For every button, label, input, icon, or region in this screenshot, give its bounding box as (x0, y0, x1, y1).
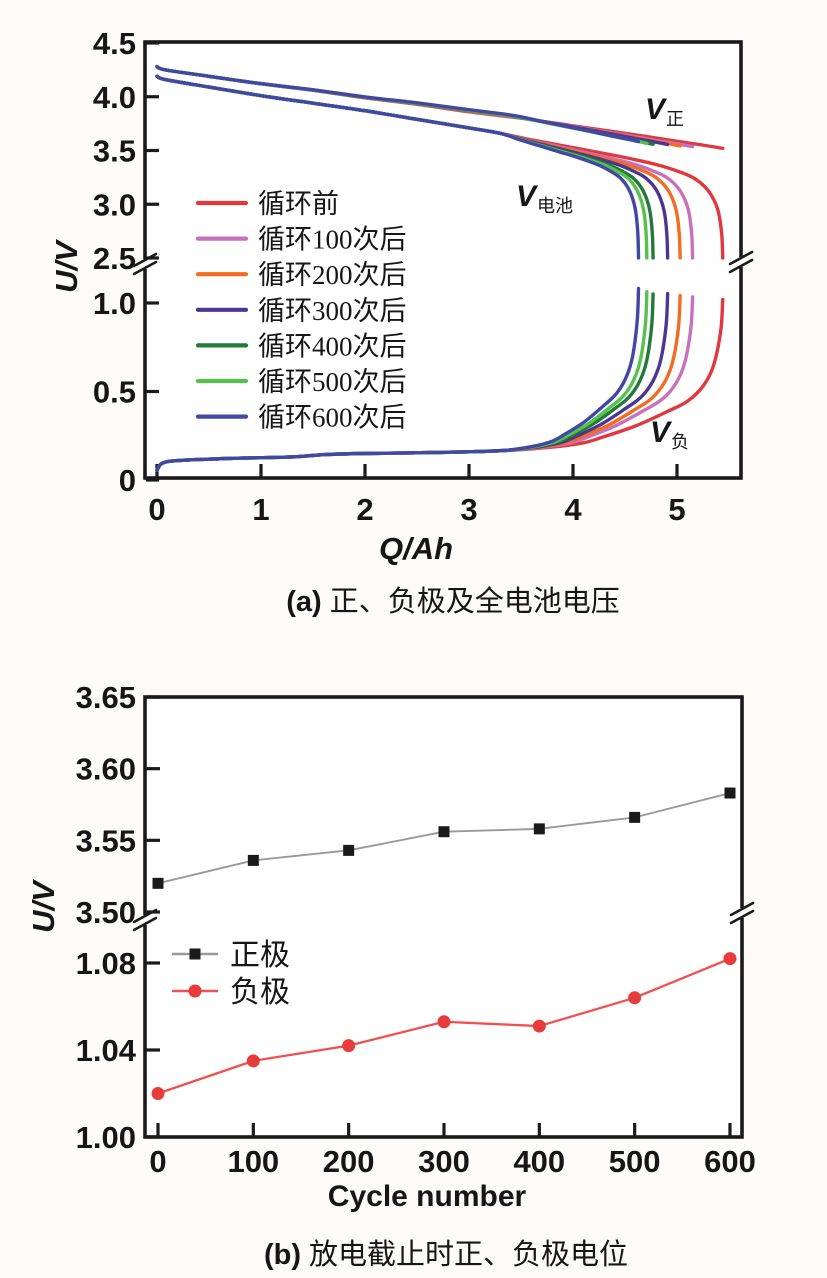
panel-a-x-tick-label: 1 (252, 492, 269, 527)
curve-v-bat-series-6 (155, 74, 641, 260)
panel-a-y-tick-label: 4.5 (93, 26, 136, 61)
panel-a-right-axis-break-slash-1 (728, 250, 754, 266)
marker-circle-1-0 (151, 1087, 165, 1100)
panel-b-left-axis-break-slash-1 (132, 908, 158, 924)
annotation-subscript: 负 (671, 432, 690, 452)
annotation-symbol: V (516, 180, 537, 213)
panel-a-left-axis-break-slash-0 (132, 260, 158, 276)
panel-b-caption-text: 放电截止时正、负极电位 (309, 1239, 629, 1271)
annotation-symbol: V (645, 93, 666, 126)
panel-a-x-tick-label: 2 (356, 492, 373, 527)
curve-v-neg-series-6 (155, 286, 641, 472)
panel-b-right-axis-break-gap (738, 908, 746, 918)
panel-b-y-axis-label: U/V (26, 881, 61, 933)
panel-a-y-tick-label: 4.0 (93, 80, 136, 115)
panel-a-annotation-0: V正 (645, 93, 685, 129)
panel-a-y-tick-label: 2.5 (93, 241, 136, 276)
marker-circle-1-5 (628, 991, 642, 1005)
panel-b-y-tick-label: 3.55 (76, 823, 136, 858)
panel-a-legend-label-1: 循环100次后 (258, 225, 407, 255)
marker-circle-1-6 (723, 952, 737, 966)
panel-a-x-tick-label: 0 (148, 492, 165, 527)
panel-a-legend-label-4: 循环400次后 (258, 331, 407, 361)
panel-b-y-tick-label: 1.08 (76, 946, 136, 981)
annotation-subscript: 正 (666, 109, 685, 129)
panel-a-annotation-2: V负 (650, 416, 690, 452)
annotation-symbol: V (650, 416, 671, 449)
panel-a-legend-label-5: 循环500次后 (258, 367, 407, 397)
panel-b-right-axis-break-slash-0 (729, 909, 755, 925)
panel-a-right-axis-break-gap (737, 257, 745, 267)
panel-a-x-tick-label: 3 (460, 492, 477, 527)
panel-b-caption: (b) 放电截止时正、负极电位 (264, 1231, 628, 1273)
marker-square-legend-0 (189, 948, 201, 960)
panel-a-x-tick-label: 5 (668, 492, 685, 527)
curve-v-pos-series-6 (155, 64, 641, 144)
panel-a-legend-label-0: 循环前 (258, 189, 339, 219)
panel-b-right-axis-break-slash-1 (729, 901, 755, 917)
panel-b-y-tick-label: 3.50 (76, 895, 136, 930)
panel-a-caption-text: 正、负极及全电池电压 (329, 586, 620, 618)
marker-square-0-4 (533, 823, 545, 835)
panel-b-y-tick-label: 3.60 (76, 752, 136, 787)
panel-b-left-axis-break-gap (141, 915, 149, 925)
panel-b-x-tick-label: 600 (704, 1144, 756, 1179)
panel-a-y-tick-label: 0.5 (93, 375, 136, 410)
panel-a-left-axis-break-slash-1 (132, 252, 158, 268)
marker-square-0-0 (152, 877, 164, 889)
panel-b-legend-label-1: 负极 (230, 976, 290, 1009)
panel-a-legend-label-3: 循环300次后 (258, 296, 407, 326)
panel-b-x-axis-label: Cycle number (327, 1180, 527, 1213)
annotation-subscript: 电池 (537, 196, 574, 216)
panel-b-x-tick-label: 500 (609, 1144, 661, 1179)
marker-square-0-1 (247, 854, 259, 866)
panel-a-y-tick-label: 3.5 (93, 134, 136, 169)
panel-b-caption-prefix: (b) (263, 1239, 301, 1271)
panel-a-x-axis-label: Q/Ah (378, 531, 454, 566)
marker-circle-1-4 (532, 1019, 546, 1033)
panel-a-left-axis-break-gap (141, 259, 149, 269)
marker-square-0-5 (629, 811, 641, 823)
panel-b-y-tick-label: 1.04 (76, 1033, 137, 1068)
panel-b-x-tick-label: 100 (227, 1144, 279, 1179)
panel-a-x-tick-label: 4 (564, 492, 582, 527)
panel-b-y-tick-label: 3.65 (76, 680, 136, 715)
panel-a-annotation-1: V电池 (516, 180, 574, 216)
marker-circle-1-3 (437, 1015, 451, 1029)
panel-b-legend-label-0: 正极 (230, 939, 290, 972)
panel-a-y-tick-label: 1.0 (93, 286, 136, 321)
marker-circle-1-2 (342, 1039, 356, 1053)
marker-circle-1-1 (246, 1054, 260, 1068)
panel-a-right-axis-break-slash-0 (728, 258, 754, 274)
marker-square-0-2 (343, 844, 355, 856)
panel-a-legend-label-2: 循环200次后 (258, 260, 407, 290)
marker-circle-legend-1 (188, 984, 202, 998)
panel-b-y-tick-label: 1.00 (76, 1120, 136, 1155)
panel-b-x-tick-label: 200 (323, 1144, 375, 1179)
panel-b-x-tick-label: 0 (149, 1144, 166, 1179)
panel-a-y-axis-label: U/V (49, 241, 84, 293)
panel-a-caption: (a) 正、负极及全电池电压 (286, 578, 620, 620)
panel-a-caption-prefix: (a) (286, 586, 322, 618)
panel-b-x-tick-label: 400 (513, 1144, 565, 1179)
panel-b-left-axis-break-slash-0 (132, 916, 158, 932)
panel-b-x-tick-label: 300 (418, 1144, 470, 1179)
panel-a-y-tick-label: 0 (119, 463, 136, 498)
marker-square-0-3 (438, 826, 450, 838)
panel-b-plot-frame (143, 695, 744, 1139)
marker-square-0-6 (724, 787, 736, 799)
panel-a-y-tick-label: 3.0 (93, 187, 136, 222)
panel-a-legend-label-6: 循环600次后 (258, 403, 407, 433)
